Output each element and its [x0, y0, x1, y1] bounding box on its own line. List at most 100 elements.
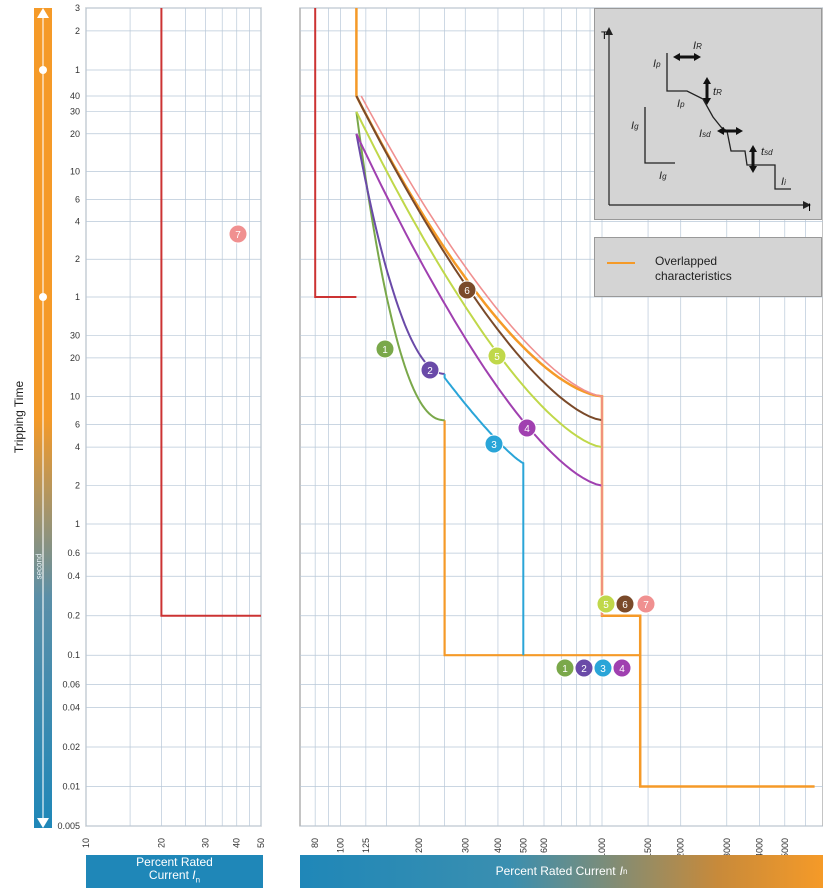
x-tick-label-right: 1000 — [597, 838, 607, 858]
inset-label-ig-lower: Ig — [659, 170, 667, 182]
y-tick-label: 1 — [75, 65, 80, 75]
x-tick-label-right: 4000 — [754, 838, 764, 858]
x-tick-label-left: 40 — [232, 838, 242, 848]
series-line-red — [314, 8, 357, 298]
y-axis-label: Tripping Time — [12, 380, 26, 454]
x-tick-label-right: 600 — [539, 838, 549, 853]
left-bar-symbol: I — [192, 868, 196, 883]
inset-label-tsd: tsd — [761, 146, 773, 158]
x-tick-label-left: 50 — [256, 838, 266, 848]
series-line-4 — [355, 133, 603, 487]
marker-6 — [615, 594, 635, 614]
y-tick-label: 0.04 — [62, 702, 80, 712]
marker-6 — [457, 280, 477, 300]
x-tick-label-right: 1500 — [643, 838, 653, 858]
x-tick-label-left: 30 — [200, 838, 210, 848]
marker-4 — [612, 658, 632, 678]
left-panel — [85, 7, 262, 827]
marker-5 — [596, 594, 616, 614]
y-tick-label: 10 — [70, 391, 80, 401]
inset-label-tr: tR — [713, 86, 722, 98]
series-markers: 7 6 5 4 3 2 1 5 6 7 1 2 3 4 — [228, 224, 656, 678]
marker-label: 5 — [494, 352, 500, 363]
y-tick-label: 20 — [70, 353, 80, 363]
time-scale-arrow-up — [37, 8, 49, 18]
right-bar-label: Percent Rated Current — [495, 864, 616, 878]
marker-label: 7 — [643, 600, 649, 611]
y-tick-label: 4 — [75, 442, 80, 452]
x-tick-label-left: 10 — [81, 838, 91, 848]
series-lines — [160, 8, 815, 788]
y-tick-label: 40 — [70, 91, 80, 101]
marker-3 — [593, 658, 613, 678]
marker-2 — [574, 658, 594, 678]
y-axis-unit: second — [34, 553, 44, 580]
inset-label-ir: IR — [693, 40, 702, 52]
x-tick-labels-left: 10 20 30 40 50 — [81, 838, 266, 848]
y-tick-label: 6 — [75, 420, 80, 430]
x-tick-label-right: 100 — [336, 838, 346, 853]
marker-label: 4 — [524, 424, 530, 435]
legend-line1: Overlapped — [655, 254, 718, 268]
x-tick-label-right: 5000 — [780, 838, 790, 858]
x-tick-label-right: 500 — [518, 838, 528, 853]
marker-1 — [555, 658, 575, 678]
x-tick-label-right: 400 — [493, 838, 503, 853]
inset-label-ip-upper: Ip — [653, 58, 661, 70]
y-tick-label: 6 — [75, 194, 80, 204]
marker-label: 3 — [600, 664, 606, 675]
time-scale-marker-minute — [39, 293, 47, 301]
y-tick-label: 2 — [75, 254, 80, 264]
x-tick-label-right: 2000 — [676, 838, 686, 858]
inset-label-ip-lower: Ip — [677, 98, 685, 110]
y-tick-label: 0.2 — [67, 611, 80, 621]
y-tick-label: 1 — [75, 519, 80, 529]
series-line-left — [160, 8, 261, 617]
inset-label-ii: Ii — [781, 176, 786, 188]
marker-label: 6 — [464, 286, 470, 297]
legend-swatch — [607, 262, 635, 264]
inset-t-axis: T — [601, 30, 608, 42]
marker-3 — [484, 434, 504, 454]
x-tick-label-right: 3000 — [722, 838, 732, 858]
marker-label: 4 — [619, 664, 625, 675]
y-tick-label: 0.6 — [67, 548, 80, 558]
right-bar-symbol: I — [619, 864, 623, 878]
y-tick-label: 2 — [75, 26, 80, 36]
inset-diagram: T I IR Ip Ip tR Ig Isd tsd Ig Ii — [594, 8, 822, 220]
legend-line2: characteristics — [655, 269, 732, 283]
left-bar-line2: Current — [148, 868, 193, 883]
time-scale-arrow-down — [37, 818, 49, 828]
y-tick-label: 10 — [70, 167, 80, 177]
series-line-7 — [360, 95, 603, 616]
y-tick-label: 20 — [70, 129, 80, 139]
x-axis-label-left: Percent Rated Current In — [86, 855, 263, 888]
x-tick-label-left: 20 — [156, 838, 166, 848]
marker-5 — [487, 346, 507, 366]
series-line-6 — [355, 95, 603, 422]
marker-2 — [420, 360, 440, 380]
y-tick-label: 30 — [70, 107, 80, 117]
marker-label: 6 — [622, 600, 628, 611]
y-tick-label: 3 — [75, 3, 80, 13]
inset-label-isd: Isd — [699, 128, 711, 140]
y-tick-label: 30 — [70, 330, 80, 340]
marker-label: 3 — [491, 440, 497, 451]
y-tick-label: 2 — [75, 481, 80, 491]
marker-label: 1 — [382, 345, 388, 356]
y-tick-label: 1 — [75, 292, 80, 302]
y-tick-label: 0.06 — [62, 679, 80, 689]
inset-i-axis: I — [808, 202, 811, 214]
y-tick-labels: 3 2 1 40 30 20 10 6 4 2 1 30 20 10 6 4 2 1 0.6 0.4 0.2 0.1 0.0… — [57, 3, 80, 831]
x-tick-label-right: 200 — [414, 838, 424, 853]
x-tick-label-right: 80 — [310, 838, 320, 848]
y-tick-label: 0.02 — [62, 742, 80, 752]
legend-text: Overlapped characteristics — [655, 254, 732, 284]
marker-label: 2 — [427, 366, 433, 377]
marker-7 — [228, 224, 248, 244]
left-bar-sub: n — [195, 875, 201, 885]
x-tick-label-right: 125 — [361, 838, 371, 853]
series-line-3 — [443, 373, 525, 656]
marker-1 — [375, 339, 395, 359]
